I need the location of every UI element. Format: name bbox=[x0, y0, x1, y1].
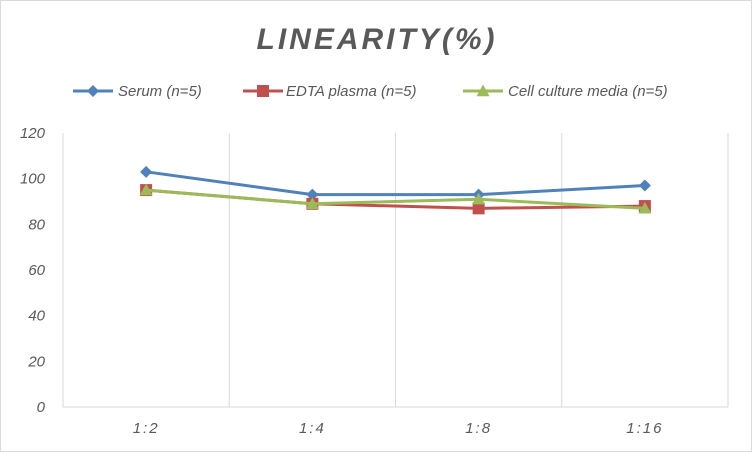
series-line bbox=[145, 170, 645, 197]
legend-entry: EDTA plasma (n=5) bbox=[243, 83, 416, 100]
series-group bbox=[140, 165, 651, 201]
series-group bbox=[139, 183, 652, 214]
legend-entry: Serum (n=5) bbox=[73, 83, 202, 100]
x-tick-label: 1:16 bbox=[626, 420, 663, 437]
data-point bbox=[306, 188, 319, 201]
x-tick-label: 1:2 bbox=[133, 420, 160, 437]
series-line bbox=[146, 188, 645, 210]
data-point bbox=[472, 202, 485, 215]
axis-layer: 0 20 40 60 80 100 120 1:2 1:4 1:8 1:16 bbox=[20, 125, 728, 437]
series-layer bbox=[139, 165, 652, 215]
legend-marker bbox=[257, 85, 269, 97]
grid-layer bbox=[62, 133, 729, 407]
chart-title: LINEARITY(%) bbox=[257, 23, 498, 56]
legend-label: Cell culture media (n=5) bbox=[508, 83, 668, 100]
legend-label: Serum (n=5) bbox=[118, 83, 202, 100]
y-tick-label: 120 bbox=[20, 125, 46, 142]
data-point bbox=[638, 201, 652, 214]
x-tick-label: 1:8 bbox=[465, 420, 492, 437]
y-tick-label: 0 bbox=[37, 399, 46, 416]
y-tick-label: 100 bbox=[20, 171, 46, 188]
x-tick-label: 1:4 bbox=[299, 420, 326, 437]
y-tick-label: 40 bbox=[28, 308, 45, 325]
data-point bbox=[638, 179, 651, 192]
data-point bbox=[305, 197, 319, 209]
y-tick-label: 80 bbox=[28, 216, 45, 233]
y-tick-label: 20 bbox=[27, 353, 45, 370]
legend-marker bbox=[87, 85, 99, 97]
data-point bbox=[472, 192, 486, 205]
y-tick-label: 60 bbox=[28, 262, 45, 279]
legend: Serum (n=5) EDTA plasma (n=5) Cell culture… bbox=[73, 83, 668, 100]
data-point bbox=[140, 165, 153, 178]
legend-marker bbox=[476, 84, 490, 97]
data-point bbox=[139, 183, 153, 196]
legend-entry: Cell culture media (n=5) bbox=[463, 83, 668, 100]
legend-label: EDTA plasma (n=5) bbox=[286, 83, 416, 100]
